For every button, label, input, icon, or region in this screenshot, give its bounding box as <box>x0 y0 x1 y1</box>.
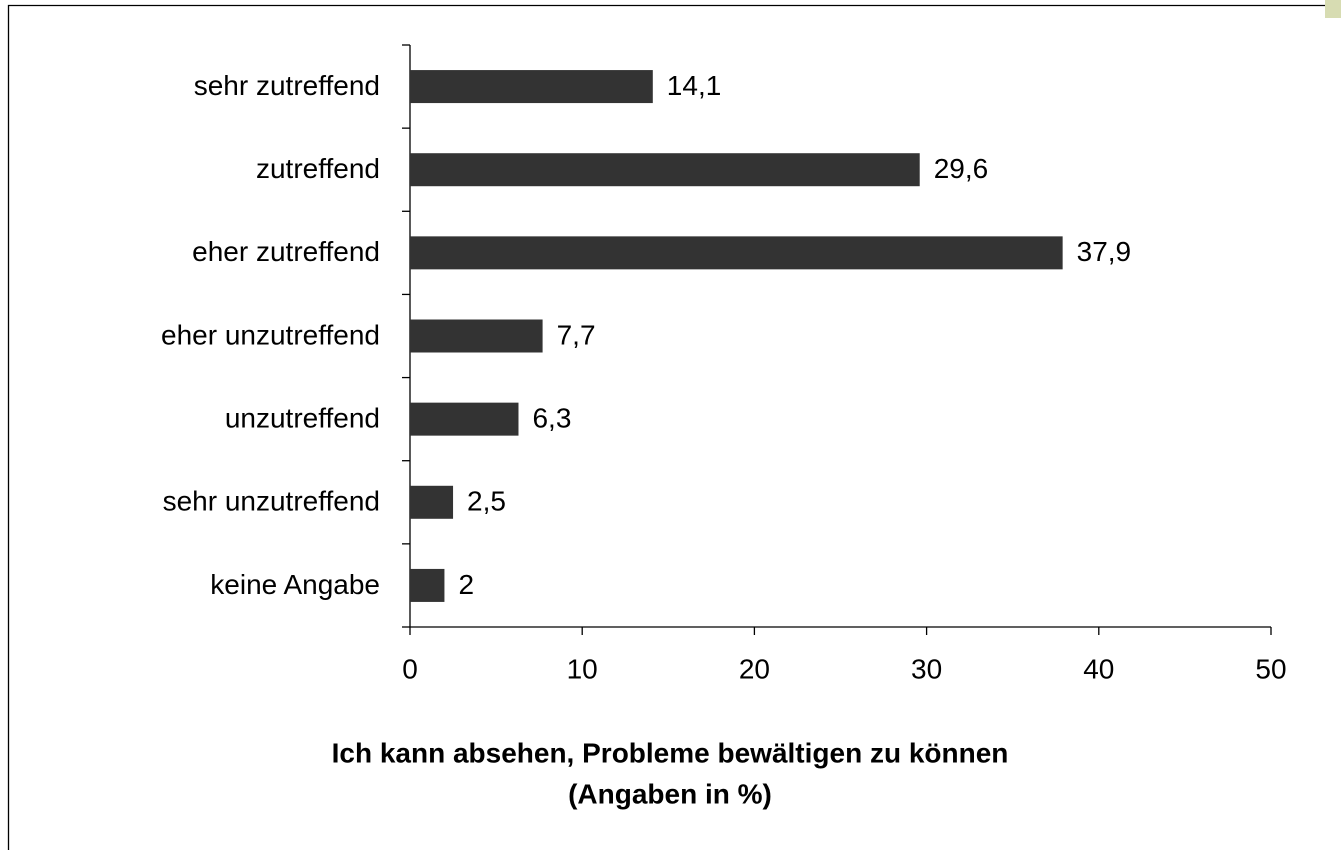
x-tick-label: 20 <box>739 653 770 684</box>
chart-title: Ich kann absehen, Probleme bewältigen zu… <box>332 737 1009 768</box>
bar <box>410 485 454 519</box>
value-label: 7,7 <box>557 319 596 350</box>
y-tick-label: keine Angabe <box>210 569 380 600</box>
value-label: 6,3 <box>532 403 571 434</box>
y-tick-label: eher zutreffend <box>192 236 380 267</box>
bar <box>410 568 445 602</box>
value-label: 2,5 <box>467 486 506 517</box>
x-tick-label: 10 <box>567 653 598 684</box>
x-tick-label: 40 <box>1083 653 1114 684</box>
bar <box>410 402 519 436</box>
value-label: 37,9 <box>1077 236 1132 267</box>
y-tick-label: sehr zutreffend <box>194 70 380 101</box>
y-tick-label: sehr unzutreffend <box>163 486 380 517</box>
bar <box>410 153 920 187</box>
corner-tab <box>1325 0 1341 18</box>
bar <box>410 236 1063 270</box>
y-tick-label: zutreffend <box>256 153 380 184</box>
value-label: 29,6 <box>934 153 989 184</box>
value-label: 2 <box>458 569 474 600</box>
bar <box>410 319 543 353</box>
value-label: 14,1 <box>667 70 722 101</box>
chart-subtitle: (Angaben in %) <box>568 778 772 809</box>
x-tick-label: 30 <box>911 653 942 684</box>
frame <box>7 4 1325 850</box>
y-tick-label: unzutreffend <box>225 403 380 434</box>
x-tick-label: 0 <box>402 653 418 684</box>
x-tick-label: 50 <box>1255 653 1286 684</box>
bar <box>410 70 653 104</box>
y-tick-label: eher unzutreffend <box>161 319 380 350</box>
